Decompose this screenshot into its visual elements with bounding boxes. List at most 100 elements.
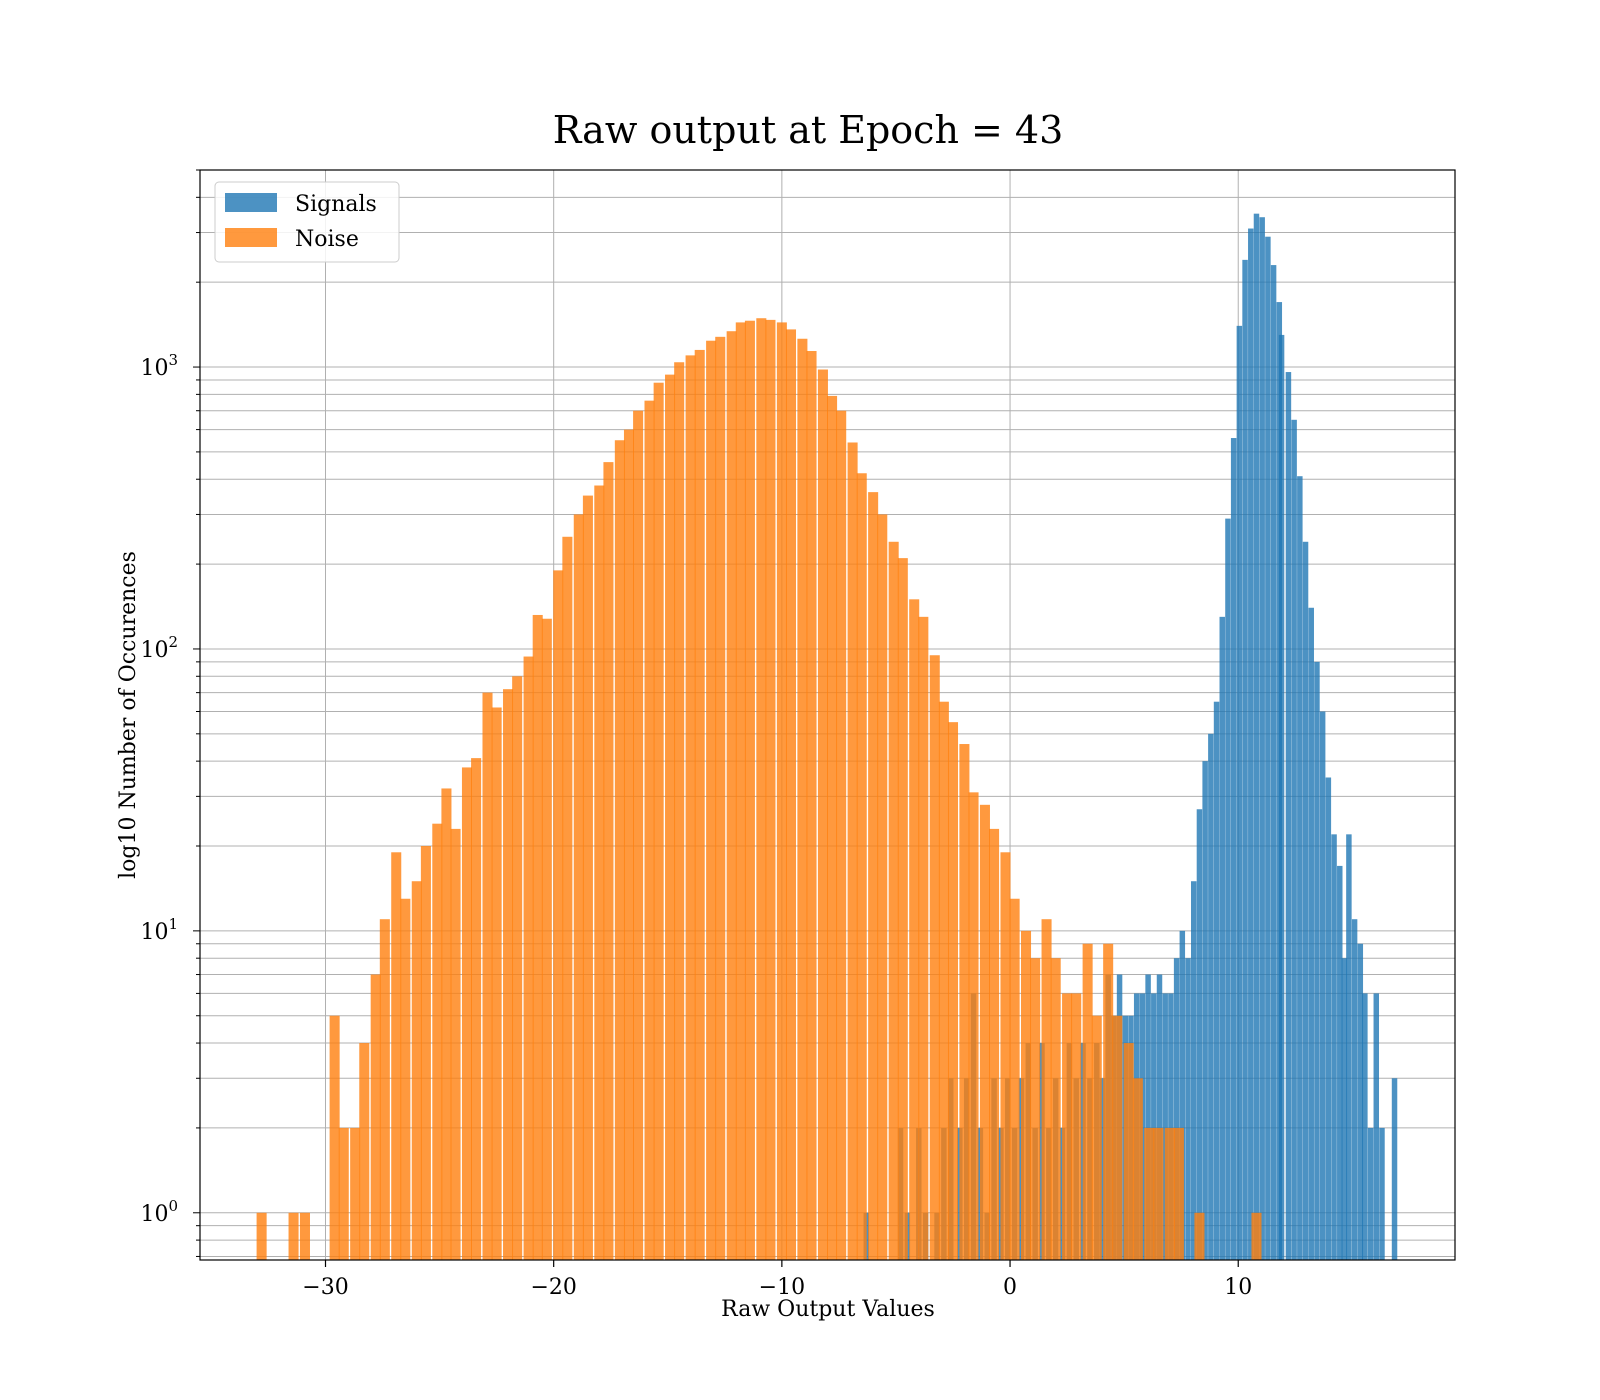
noise-bar: [868, 492, 879, 1260]
signals-bar: [1302, 541, 1309, 1260]
noise-bar: [1041, 919, 1052, 1260]
noise-bar: [797, 338, 808, 1261]
signals-bar: [1213, 701, 1220, 1260]
y-tick-label: 100: [140, 1197, 178, 1227]
noise-bar: [614, 440, 625, 1261]
noise-bar: [644, 400, 655, 1261]
signals-bar: [1351, 919, 1358, 1260]
noise-bar: [1020, 930, 1032, 1260]
noise-bar: [674, 362, 685, 1260]
noise-bar: [706, 340, 717, 1260]
signals-bar: [1391, 1078, 1398, 1260]
noise-bar: [256, 1212, 267, 1260]
noise-bar: [1000, 852, 1011, 1260]
noise-bar: [471, 758, 482, 1260]
noise-bar: [461, 767, 472, 1260]
x-axis-title: Raw Output Values: [721, 1297, 935, 1322]
signals-bar: [1379, 1127, 1385, 1260]
noise-bar: [836, 410, 847, 1260]
noise-bar: [1091, 1015, 1102, 1260]
noise-bar: [817, 369, 828, 1260]
noise-bar: [888, 541, 899, 1260]
noise-bar: [897, 558, 908, 1260]
signals-bar: [1173, 958, 1180, 1260]
noise-bar: [1144, 1127, 1155, 1260]
signals-bar: [1253, 213, 1260, 1260]
noise-bar: [1153, 1127, 1164, 1260]
noise-bar: [968, 792, 979, 1260]
noise-bar: [482, 692, 493, 1260]
noise-bar: [1123, 1043, 1134, 1260]
noise-bar: [947, 722, 959, 1260]
noise-bar: [338, 1127, 349, 1260]
signals-bar: [1319, 711, 1326, 1260]
noise-bar: [623, 429, 635, 1260]
noise-bar: [1071, 993, 1082, 1260]
y-tick-label: 102: [140, 633, 178, 663]
signals-bar: [1145, 974, 1151, 1260]
noise-bar: [633, 410, 644, 1260]
noise-bar: [735, 322, 746, 1260]
signals-bar: [1156, 974, 1163, 1260]
noise-bar: [594, 485, 605, 1260]
signals-bar: [1308, 607, 1314, 1260]
bars: [256, 213, 1398, 1261]
noise-bar: [856, 473, 867, 1261]
signals-bar: [1179, 930, 1186, 1260]
signals-bar: [1242, 259, 1248, 1260]
signals-bar: [1168, 993, 1174, 1260]
noise-bar: [582, 495, 593, 1260]
signals-bar: [1357, 943, 1364, 1260]
signals-bar: [1337, 865, 1343, 1260]
noise-bar: [1194, 1212, 1205, 1260]
signals-bar: [1099, 1078, 1106, 1260]
noise-bar: [1173, 1127, 1184, 1260]
noise-bar: [1112, 1015, 1123, 1260]
signals-bar: [1259, 217, 1265, 1261]
noise-bar: [1062, 993, 1073, 1260]
noise-bar: [847, 442, 858, 1260]
signals-bar: [1346, 834, 1352, 1260]
signals-bar: [1185, 958, 1191, 1260]
noise-bar: [573, 514, 584, 1260]
noise-bar: [918, 616, 929, 1260]
x-tick-label: −30: [302, 1275, 348, 1300]
y-tick-label: 103: [140, 351, 178, 381]
legend: Signals Noise: [214, 181, 400, 263]
signals-bar: [1270, 265, 1277, 1260]
noise-bar: [765, 319, 776, 1260]
signals-bar: [1331, 834, 1337, 1260]
noise-bar: [694, 349, 705, 1260]
noise-bar: [379, 919, 390, 1260]
noise-bar: [441, 788, 452, 1260]
signals-bar: [1265, 236, 1271, 1260]
noise-bar: [959, 744, 970, 1260]
noise-bar: [726, 331, 737, 1260]
plot-frame: [199, 169, 1456, 1261]
noise-bar: [929, 655, 940, 1260]
noise-bar: [653, 382, 664, 1260]
axis-ticks: −30 −20 −10 0 10 100 101 102 103: [140, 169, 1252, 1300]
signals-bar: [1297, 476, 1303, 1261]
noise-bar: [350, 1127, 361, 1260]
legend-label-noise: Noise: [295, 227, 359, 252]
noise-bar: [715, 336, 726, 1260]
noise-bar: [541, 618, 552, 1260]
signals-bar: [1151, 993, 1157, 1260]
signals-bar: [1219, 616, 1225, 1260]
signals-bar: [1367, 1127, 1374, 1260]
signals-bar: [1314, 661, 1320, 1260]
noise-bar: [665, 374, 676, 1260]
signals-bar: [1278, 334, 1285, 1260]
noise-bar: [938, 701, 949, 1260]
noise-bar: [1251, 1212, 1262, 1260]
signals-bar: [1196, 809, 1203, 1260]
noise-bar: [1132, 1078, 1143, 1260]
noise-bar: [420, 846, 431, 1260]
signals-bar: [1208, 733, 1214, 1260]
noise-bar: [989, 828, 1000, 1260]
noise-bar: [827, 395, 838, 1260]
noise-bar: [776, 322, 787, 1260]
noise-bar: [1050, 958, 1061, 1260]
